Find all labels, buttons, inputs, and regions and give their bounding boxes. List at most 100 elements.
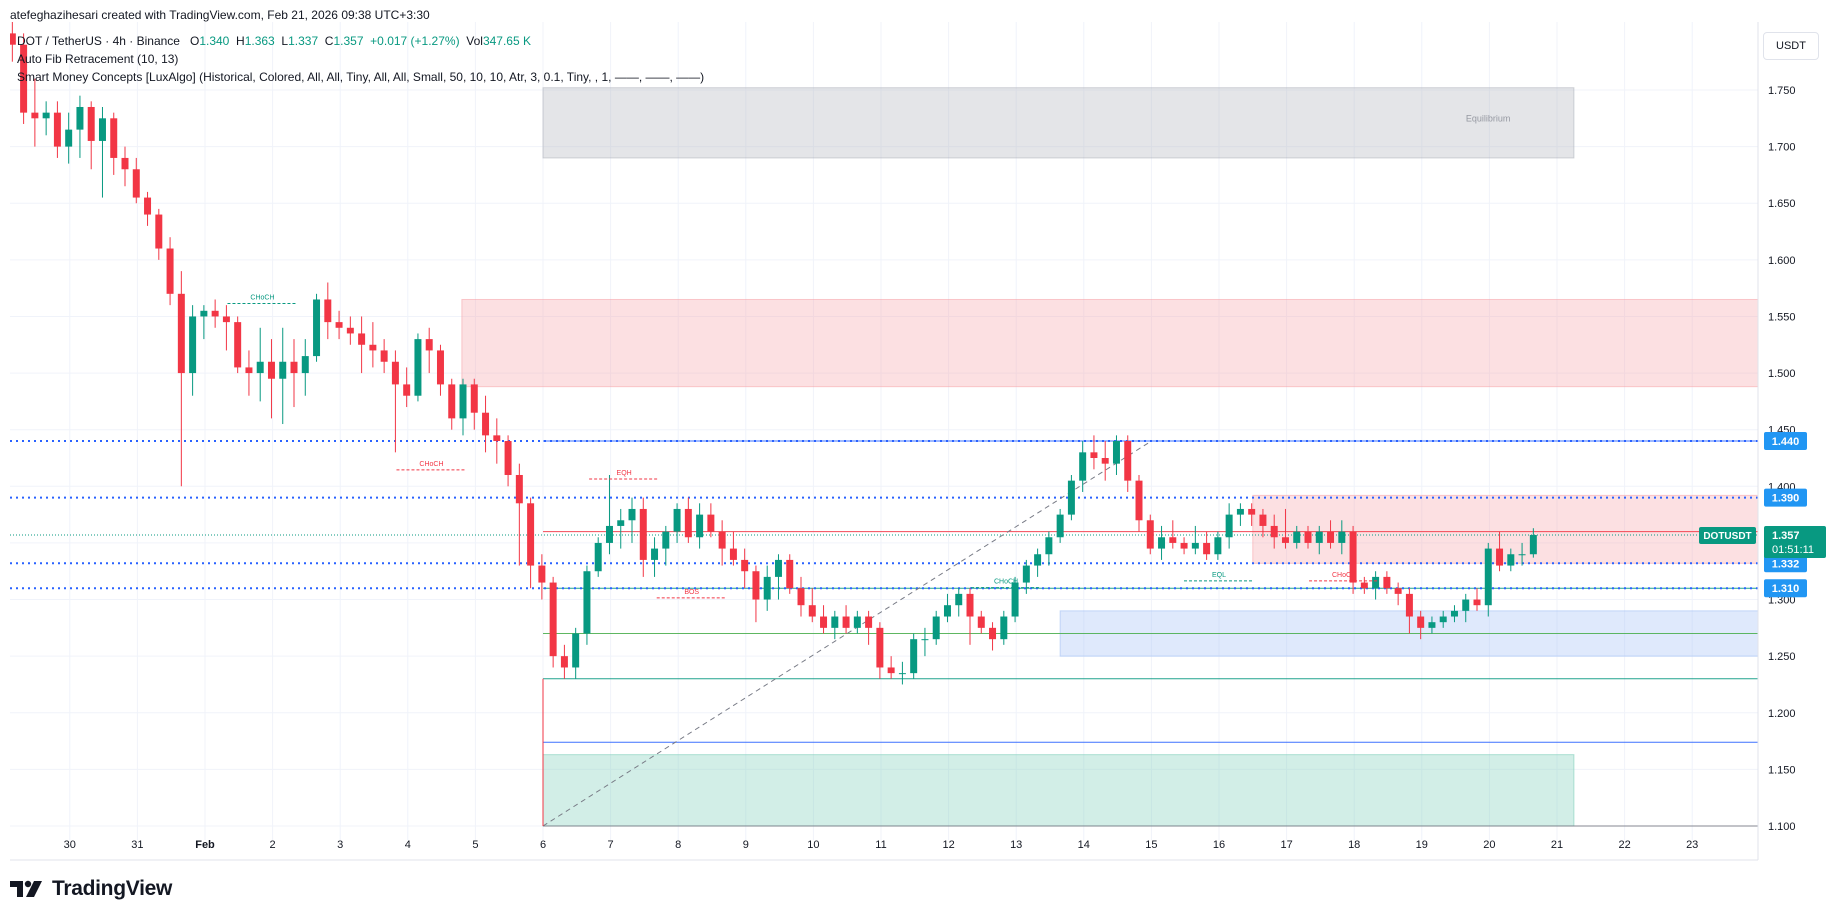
open-value: 1.340 xyxy=(199,34,230,48)
candle-down xyxy=(1124,441,1132,481)
candle-up xyxy=(1484,548,1492,606)
x-tick-label: 16 xyxy=(1213,839,1225,851)
candle-up xyxy=(1158,537,1166,549)
candle-up xyxy=(955,593,963,606)
candle-down xyxy=(267,361,275,379)
y-tick-label: 1.600 xyxy=(1768,255,1796,267)
x-tick-label: 11 xyxy=(875,839,886,851)
y-tick-label: 1.250 xyxy=(1768,651,1796,663)
candle-down xyxy=(369,344,377,351)
y-tick-label: 1.300 xyxy=(1768,595,1796,607)
candle-down xyxy=(1180,542,1188,549)
candle-down xyxy=(425,339,433,351)
zone-bearish-ob xyxy=(1252,494,1758,564)
zone-label-Equilibrium: Equilibrium xyxy=(1466,114,1511,124)
structure-label: CHoCH xyxy=(419,461,443,468)
x-tick-label: 5 xyxy=(472,839,478,851)
y-tick-label: 1.150 xyxy=(1768,764,1796,776)
candle-down xyxy=(527,503,535,566)
candle-down xyxy=(1270,525,1278,538)
x-tick-label: 10 xyxy=(807,839,819,851)
candle-down xyxy=(1304,531,1312,543)
x-tick-label: 9 xyxy=(743,839,749,851)
y-tick-label: 1.650 xyxy=(1768,198,1796,210)
y-tick-label: 1.750 xyxy=(1768,85,1796,97)
x-tick-label: 23 xyxy=(1686,839,1698,851)
x-tick-label: 21 xyxy=(1551,839,1563,851)
currency-button[interactable]: USDT xyxy=(1763,32,1819,60)
symbol-tag xyxy=(1699,526,1756,544)
candle-up xyxy=(898,673,906,675)
candle-down xyxy=(121,157,129,170)
candle-up xyxy=(76,106,84,130)
candle-up xyxy=(1293,531,1301,543)
x-tick-label: 13 xyxy=(1010,839,1022,851)
candle-up xyxy=(594,542,602,572)
candle-up xyxy=(256,361,264,374)
candle-down xyxy=(482,412,490,436)
x-tick-label: 12 xyxy=(942,839,954,851)
candle-down xyxy=(335,322,343,328)
indicator-smc[interactable]: Smart Money Concepts [LuxAlgo] (Historic… xyxy=(17,70,705,84)
candle-down xyxy=(245,367,253,374)
x-tick-label: 6 xyxy=(540,839,546,851)
candle-up xyxy=(279,361,287,379)
candle-down xyxy=(1146,520,1154,549)
zone-Equilibrium xyxy=(542,87,1575,159)
candle-up xyxy=(662,531,670,549)
fib-trend-line xyxy=(542,440,1152,827)
candle-up xyxy=(1079,452,1087,481)
symbol-title[interactable]: DOT / TetherUS · 4h · Binance xyxy=(17,34,180,48)
candle-down xyxy=(155,214,163,249)
low-value: 1.337 xyxy=(288,34,319,48)
candle-up xyxy=(774,559,782,577)
candle-down xyxy=(1496,548,1504,566)
symbol-row[interactable]: DOT / TetherUS · 4h · Binance O1.340 H1.… xyxy=(17,32,704,50)
candle-down xyxy=(684,508,692,538)
candle-down xyxy=(1473,599,1481,606)
tradingview-logo[interactable]: TradingView xyxy=(10,877,172,901)
candle-up xyxy=(921,639,929,641)
indicator-fib[interactable]: Auto Fib Retracement (10, 13) xyxy=(17,52,179,66)
candle-down xyxy=(1248,508,1256,515)
x-tick-label: 7 xyxy=(608,839,614,851)
candle-down xyxy=(797,588,805,606)
candle-down xyxy=(820,616,828,628)
candle-down xyxy=(1405,593,1413,617)
candle-up xyxy=(1236,508,1244,515)
candle-down xyxy=(707,514,715,532)
x-tick-label: Feb xyxy=(195,839,215,851)
price-axis-tag-label: 1.440 xyxy=(1772,436,1800,448)
candle-up xyxy=(1214,537,1222,555)
tradingview-wordmark: TradingView xyxy=(52,877,173,900)
candle-up xyxy=(1372,576,1380,589)
candle-down xyxy=(144,197,152,215)
price-axis-tag-label: 1.390 xyxy=(1772,493,1800,505)
candle-up xyxy=(831,616,839,628)
candle-down xyxy=(346,327,354,334)
candle-up xyxy=(605,525,613,543)
candle-down xyxy=(132,169,140,198)
y-tick-label: 1.700 xyxy=(1768,142,1796,154)
candle-down xyxy=(1259,514,1267,526)
candle-up xyxy=(1518,554,1526,556)
volume-value: 347.65 K xyxy=(482,34,531,48)
zone-discount xyxy=(542,754,1575,827)
open-label: O xyxy=(189,34,200,48)
change-value: +0.017 (+1.27%) xyxy=(370,34,460,48)
candle-up xyxy=(696,514,704,538)
candle-up xyxy=(1225,514,1233,538)
candle-down xyxy=(110,118,118,158)
structure-label: CHoCH xyxy=(250,294,274,301)
x-tick-label: 15 xyxy=(1145,839,1157,851)
candle-up xyxy=(189,316,197,374)
candle-down xyxy=(504,441,512,475)
candle-down xyxy=(1417,616,1425,628)
candle-down xyxy=(741,559,749,572)
x-tick-label: 19 xyxy=(1416,839,1428,851)
candle-up xyxy=(1034,554,1042,566)
candle-down xyxy=(729,548,737,560)
candle-down xyxy=(211,310,219,317)
tradingview-logo-icon xyxy=(10,880,42,897)
